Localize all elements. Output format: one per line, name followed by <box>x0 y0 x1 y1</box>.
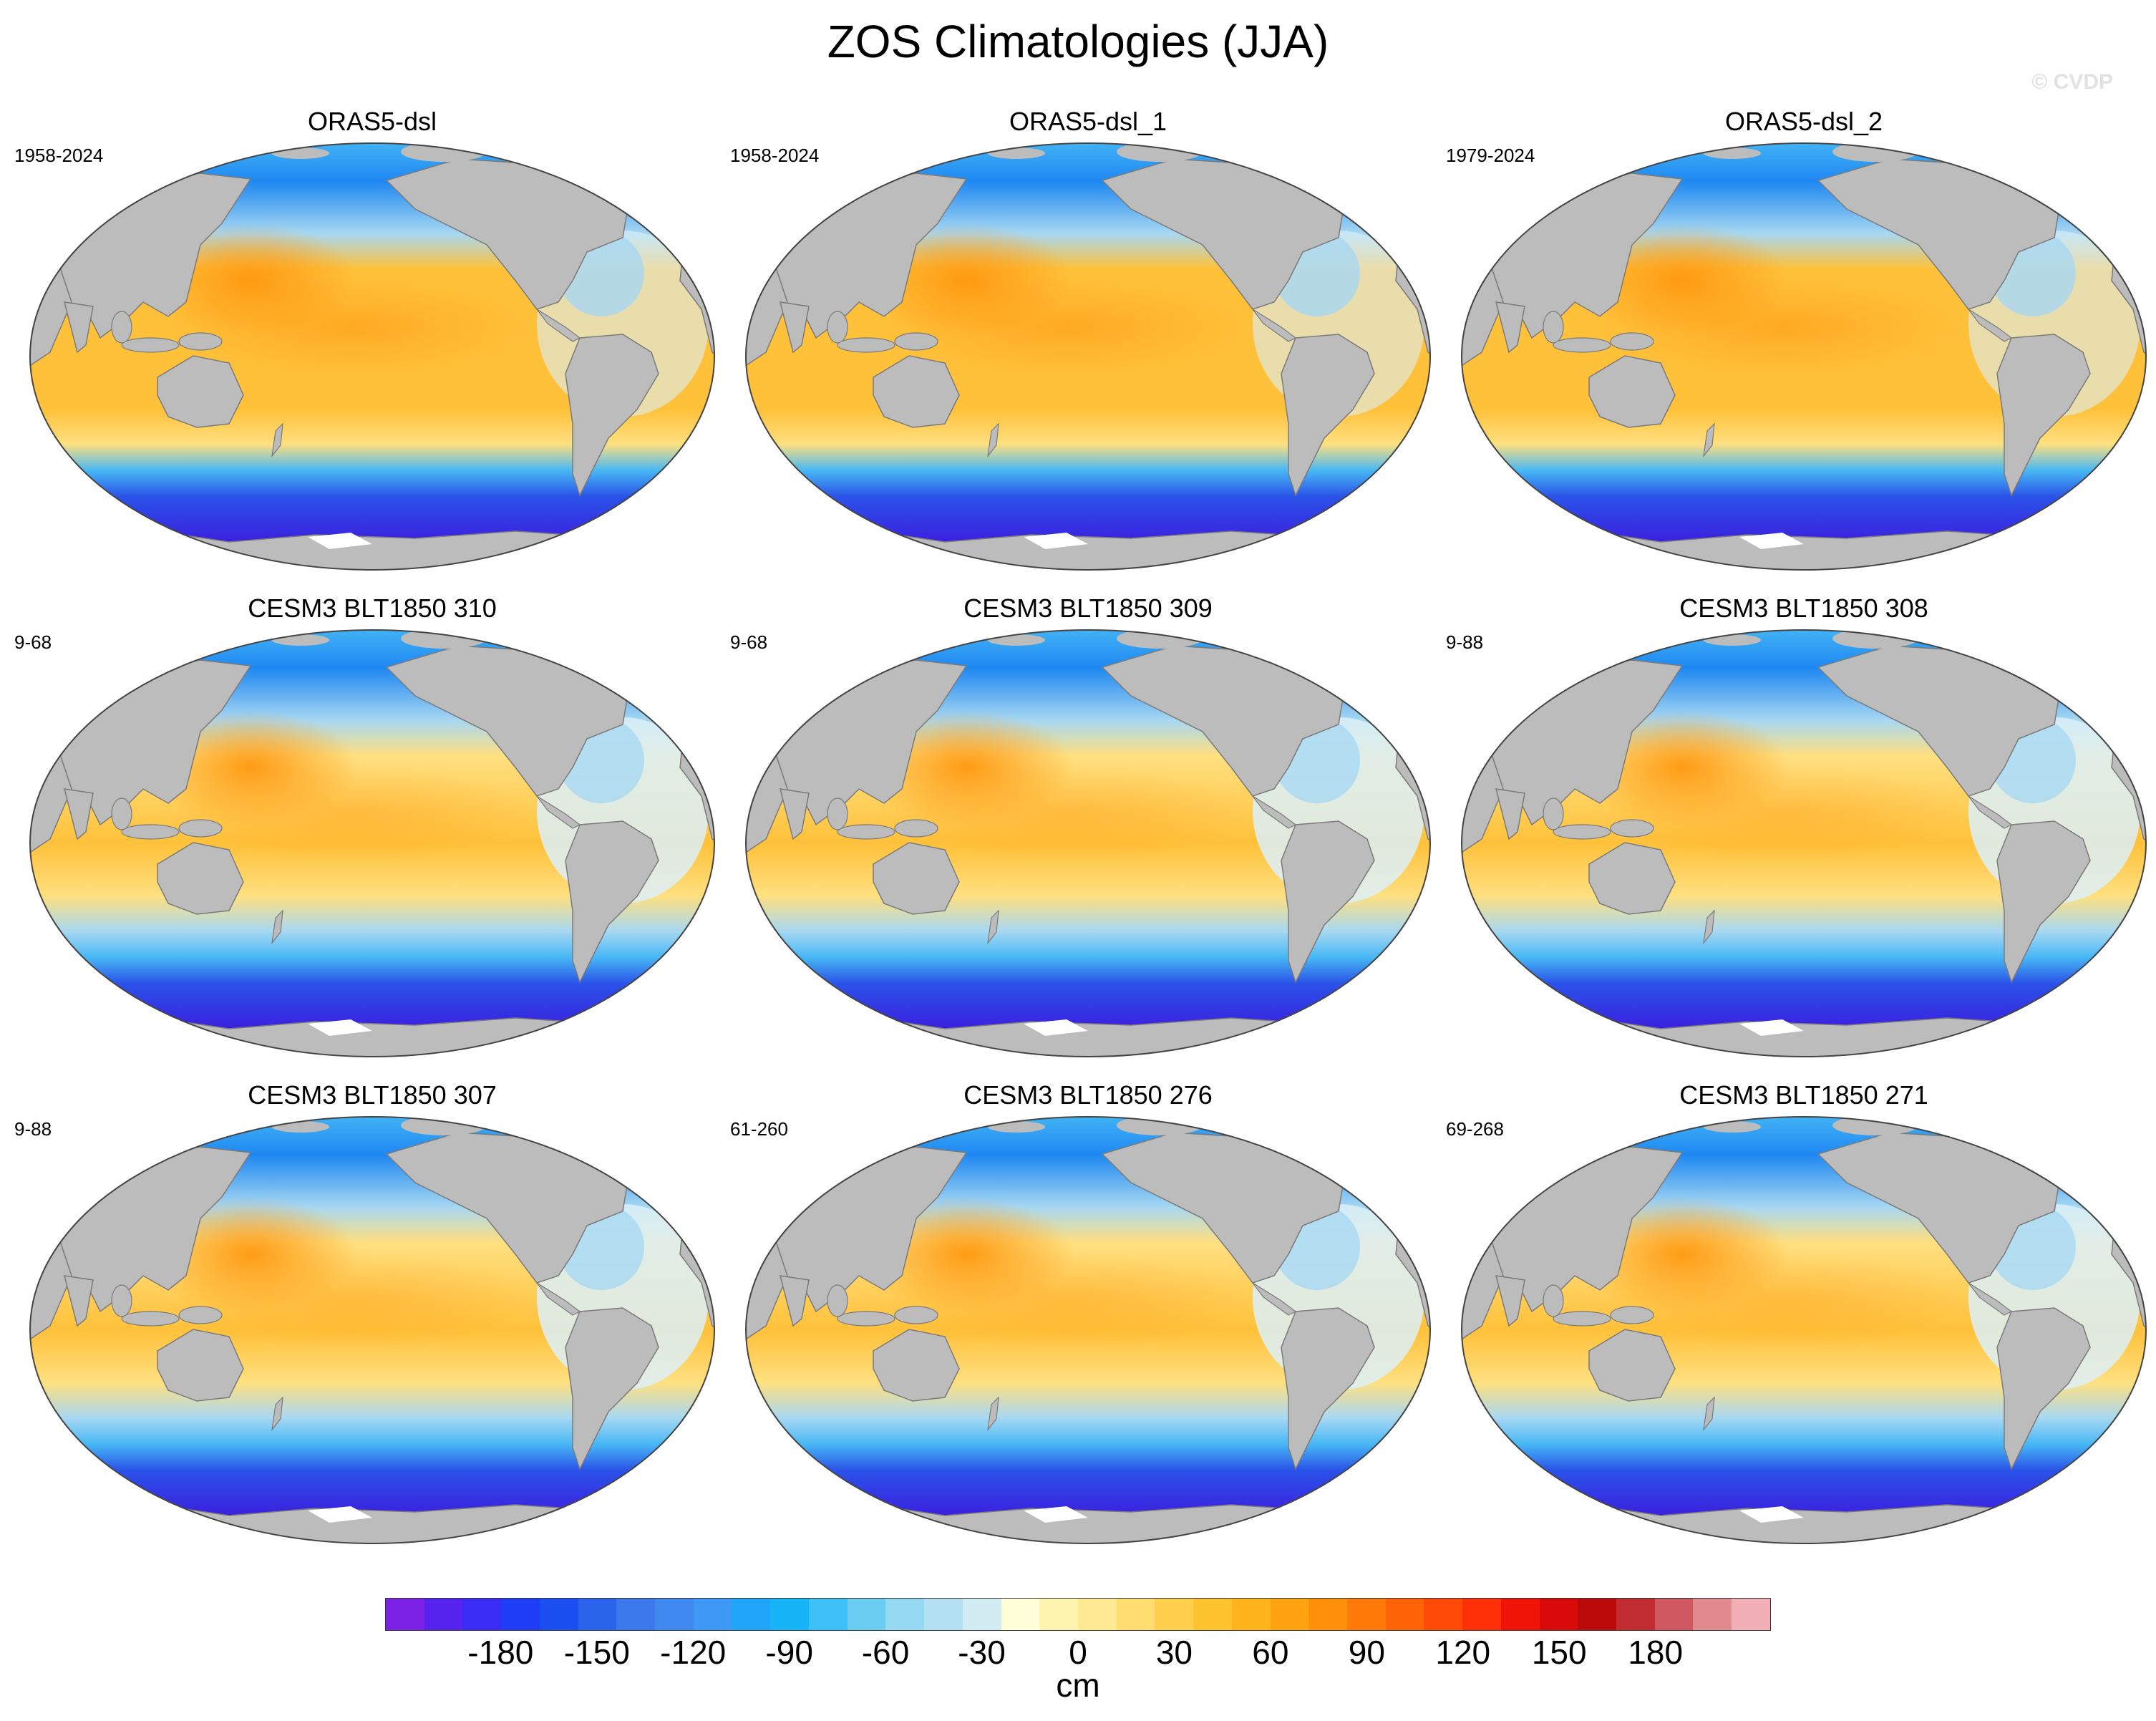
colorbar-tick-labels: -180 -150 -120 -90 -60 -30 0 30 60 90 120 150 180 <box>385 1632 1771 1675</box>
colorbar-swatch <box>1578 1599 1616 1630</box>
panel-year-range: 61-260 <box>730 1118 788 1140</box>
panel-year-range: 9-68 <box>730 631 768 653</box>
colorbar-tick-label: -30 <box>958 1634 1006 1671</box>
panel-year-range: 9-88 <box>14 1118 52 1140</box>
map-panel: ORAS5-dsl_1 1958-2024 <box>730 106 1446 578</box>
map-panel: CESM3 BLT1850 309 9-68 <box>730 593 1446 1065</box>
colorbar-swatch <box>693 1599 732 1630</box>
colorbar-swatch <box>1539 1599 1578 1630</box>
colorbar-swatch <box>1231 1599 1271 1630</box>
colorbar-swatch <box>1077 1599 1117 1630</box>
colorbar-swatch <box>1270 1599 1309 1630</box>
colorbar-tick-label: 0 <box>1069 1634 1087 1671</box>
colorbar-swatch <box>1385 1599 1424 1630</box>
colorbar-swatch <box>1308 1599 1347 1630</box>
colorbar-swatch <box>1116 1599 1155 1630</box>
colorbar-swatch <box>1732 1599 1770 1630</box>
panel-title: ORAS5-dsl_2 <box>1724 107 1883 136</box>
figure-title: ZOS Climatologies (JJA) <box>827 16 1329 67</box>
colorbar-swatch <box>847 1599 886 1630</box>
panel-year-range: 9-88 <box>1446 631 1484 653</box>
colorbar-tick-label: -180 <box>467 1634 534 1671</box>
colorbar-swatch <box>462 1599 502 1630</box>
colorbar-tick-label: -60 <box>861 1634 910 1671</box>
watermark: © CVDP <box>2031 70 2113 94</box>
map-panel: CESM3 BLT1850 310 9-68 <box>14 593 730 1065</box>
panel-title: CESM3 BLT1850 276 <box>963 1080 1213 1110</box>
colorbar-swatch <box>501 1599 540 1630</box>
colorbar-swatch <box>539 1599 578 1630</box>
colorbar-swatch <box>770 1599 809 1630</box>
colorbar-tick-label: -90 <box>765 1634 813 1671</box>
colorbar-swatch <box>1193 1599 1232 1630</box>
colorbar-units: cm <box>1056 1667 1100 1704</box>
colorbar-swatch <box>1346 1599 1386 1630</box>
colorbar-swatch <box>616 1599 656 1630</box>
colorbar-swatch <box>655 1599 694 1630</box>
colorbar-tick-label: 90 <box>1348 1634 1385 1671</box>
panel-year-range: 1958-2024 <box>14 145 104 166</box>
map-panel: CESM3 BLT1850 308 9-88 <box>1446 593 2156 1065</box>
colorbar-swatch <box>1654 1599 1694 1630</box>
panel-title: CESM3 BLT1850 271 <box>1679 1080 1928 1110</box>
panel-title: CESM3 BLT1850 310 <box>248 593 497 623</box>
colorbar-swatch <box>1462 1599 1501 1630</box>
colorbar-swatch <box>1616 1599 1655 1630</box>
colorbar-swatch <box>1500 1599 1540 1630</box>
panel-title: ORAS5-dsl <box>307 107 437 136</box>
panel-title: CESM3 BLT1850 309 <box>963 593 1213 623</box>
colorbar-swatch <box>386 1599 424 1630</box>
colorbar-swatch <box>1693 1599 1732 1630</box>
colorbar-tick-label: -150 <box>563 1634 630 1671</box>
map-panel: ORAS5-dsl 1958-2024 <box>14 106 730 578</box>
colorbar-tick-label: 180 <box>1628 1634 1684 1671</box>
colorbar-swatch <box>962 1599 1001 1630</box>
map-panel: CESM3 BLT1850 271 69-268 <box>1446 1080 2156 1552</box>
colorbar-swatch <box>808 1599 848 1630</box>
colorbar-swatch <box>732 1599 771 1630</box>
panel-year-range: 69-268 <box>1446 1118 1504 1140</box>
panel-title: ORAS5-dsl_1 <box>1009 107 1167 136</box>
panel-title: CESM3 BLT1850 307 <box>248 1080 497 1110</box>
colorbar-tick-label: 120 <box>1435 1634 1491 1671</box>
colorbar-swatch <box>885 1599 925 1630</box>
colorbar-swatch <box>1155 1599 1194 1630</box>
colorbar-tick-label: 60 <box>1252 1634 1289 1671</box>
map-panel: CESM3 BLT1850 307 9-88 <box>14 1080 730 1552</box>
colorbar-swatch <box>1001 1599 1040 1630</box>
colorbar-swatch <box>1424 1599 1463 1630</box>
colorbar-swatch <box>578 1599 617 1630</box>
colorbar-swatch <box>424 1599 463 1630</box>
panel-year-range: 1958-2024 <box>730 145 820 166</box>
map-panel: ORAS5-dsl_2 1979-2024 <box>1446 106 2156 578</box>
colorbar-tick-label: -120 <box>660 1634 727 1671</box>
map-panel: CESM3 BLT1850 276 61-260 <box>730 1080 1446 1552</box>
panel-title: CESM3 BLT1850 308 <box>1679 593 1928 623</box>
panel-year-range: 9-68 <box>14 631 52 653</box>
colorbar <box>385 1598 1771 1631</box>
colorbar-tick-label: 150 <box>1531 1634 1587 1671</box>
panel-year-range: 1979-2024 <box>1446 145 1535 166</box>
colorbar-swatch <box>924 1599 963 1630</box>
colorbar-tick-label: 30 <box>1155 1634 1193 1671</box>
colorbar-swatch <box>1039 1599 1078 1630</box>
